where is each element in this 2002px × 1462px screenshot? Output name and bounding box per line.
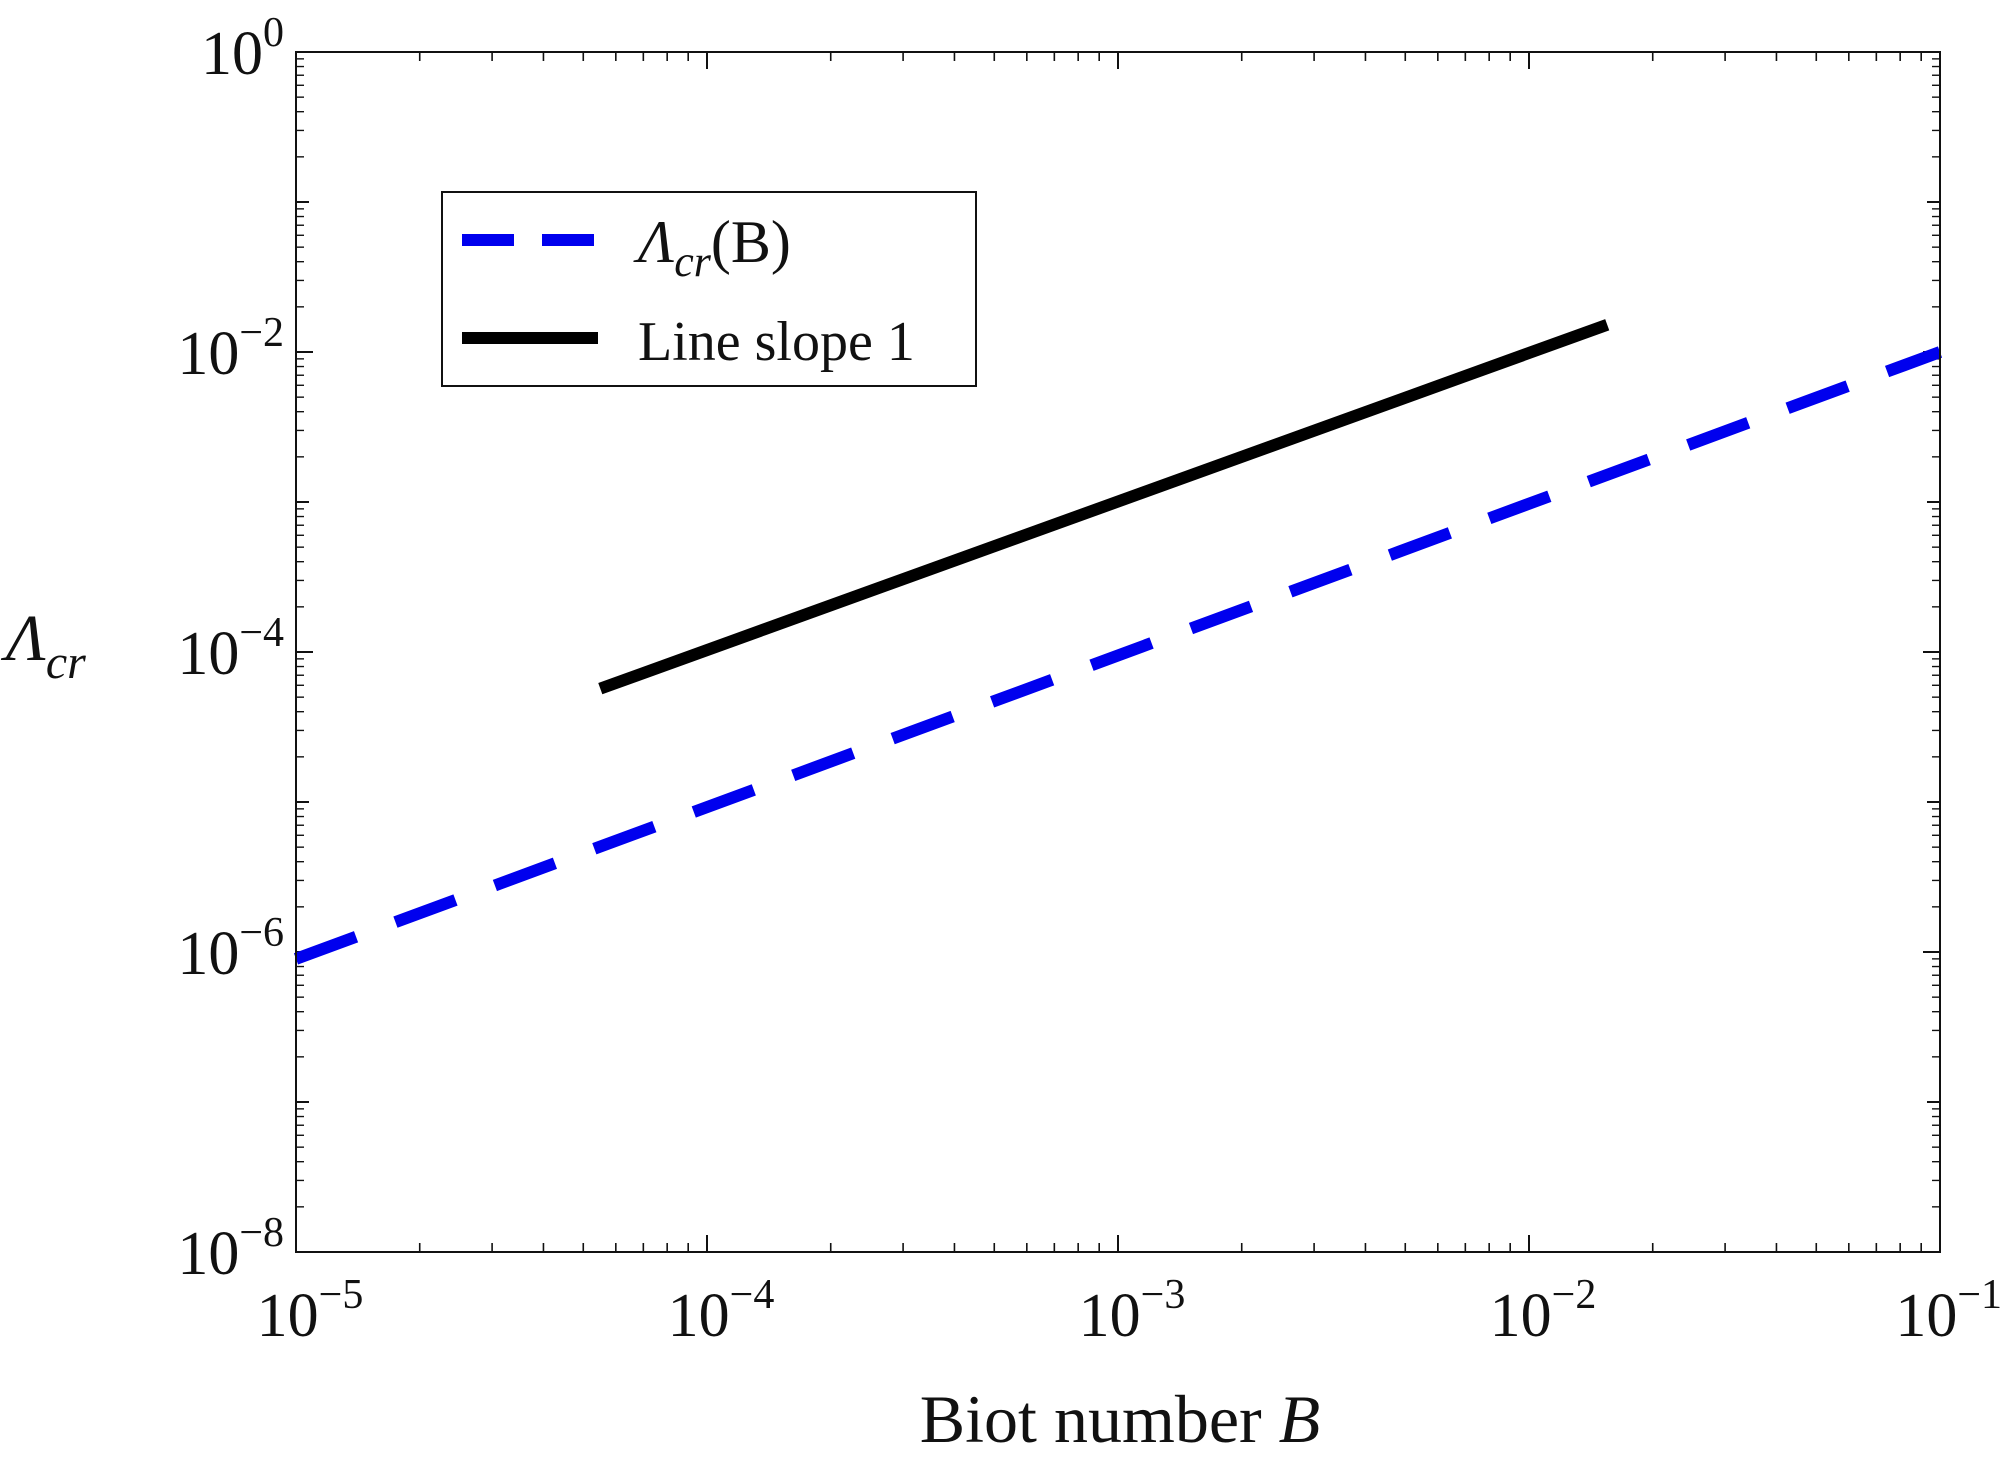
x-tick-label: 10−3 xyxy=(1079,1272,1186,1350)
legend-entry-1: Line slope 1 xyxy=(638,311,915,373)
x-tick-label: 10−5 xyxy=(257,1272,364,1350)
y-tick-label-base: 10 xyxy=(177,1220,239,1288)
y-tick-label: 100 xyxy=(201,10,284,88)
y-tick-label-exp: −4 xyxy=(239,610,284,656)
x-axis-title: Biot number B xyxy=(920,1381,1320,1457)
y-tick-label: 10−6 xyxy=(177,910,284,988)
y-tick-label-base: 10 xyxy=(177,920,239,988)
y-tick-label: 10−8 xyxy=(177,1210,284,1288)
x-axis-title-text: Biot number xyxy=(920,1381,1279,1457)
x-tick-label-base: 10 xyxy=(668,1282,730,1350)
minor-ticks xyxy=(296,52,1940,1252)
y-tick-label-exp: −2 xyxy=(239,310,284,356)
legend-box xyxy=(441,191,977,387)
y-tick-label: 10−4 xyxy=(177,610,284,688)
x-tick-label-exp: −3 xyxy=(1141,1272,1186,1318)
legend-entry-0-rest: (B) xyxy=(711,209,791,275)
legend-entry-0-sub: cr xyxy=(674,237,712,286)
series-line-0 xyxy=(293,346,1943,965)
y-axis-title-symbol: Λ xyxy=(0,602,46,675)
y-tick-label-base: 10 xyxy=(201,20,263,88)
series-layer xyxy=(293,319,1943,965)
y-tick-label-exp: −6 xyxy=(239,910,284,956)
x-tick-label-base: 10 xyxy=(1490,1282,1552,1350)
x-tick-label-exp: −1 xyxy=(1957,1272,2002,1318)
y-axis-title-sub: cr xyxy=(46,636,86,689)
x-tick-label: 10−1 xyxy=(1895,1272,2002,1350)
x-tick-label-base: 10 xyxy=(1079,1282,1141,1350)
x-tick-label-base: 10 xyxy=(1895,1282,1957,1350)
x-tick-label: 10−4 xyxy=(668,1272,775,1350)
series-line-1 xyxy=(598,319,1610,695)
legend: Λcr(B) Line slope 1 xyxy=(441,191,977,387)
x-tick-label-exp: −4 xyxy=(730,1272,775,1318)
x-tick-label-base: 10 xyxy=(257,1282,319,1350)
plot-frame xyxy=(295,51,1941,1253)
x-axis-title-var: B xyxy=(1279,1381,1321,1457)
legend-entry-0-symbol: Λ xyxy=(633,209,674,275)
x-tick-labels: 10−5 10−4 10−3 10−2 10−1 xyxy=(257,1272,2002,1350)
y-tick-label-exp: −8 xyxy=(239,1210,284,1256)
x-tick-label: 10−2 xyxy=(1490,1272,1597,1350)
y-tick-label-base: 10 xyxy=(177,620,239,688)
y-axis-title: Λcr xyxy=(0,602,86,689)
y-tick-label-exp: 0 xyxy=(263,10,284,56)
y-tick-label-base: 10 xyxy=(177,320,239,388)
major-ticks xyxy=(295,51,1941,1253)
x-tick-label-exp: −2 xyxy=(1552,1272,1597,1318)
legend-entry-0: Λcr(B) xyxy=(633,209,791,286)
y-tick-label: 10−2 xyxy=(177,310,284,388)
x-tick-label-exp: −5 xyxy=(319,1272,364,1318)
